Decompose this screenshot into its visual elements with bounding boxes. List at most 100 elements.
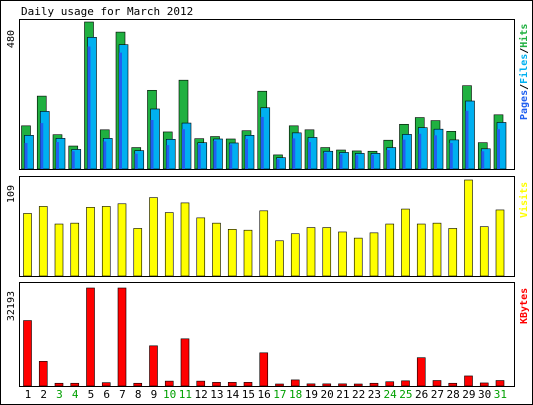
x-tick-label-11: 11 <box>179 388 192 401</box>
pages-bar-day-31 <box>497 129 500 169</box>
kbytes-bar-day-15 <box>243 382 253 387</box>
x-tick-label-8: 8 <box>135 388 142 401</box>
visits-bar-day-18 <box>290 233 300 277</box>
x-tick-label-14: 14 <box>226 388 240 401</box>
x-tick-label-12: 12 <box>195 388 208 401</box>
x-tick-label-1: 1 <box>25 388 32 401</box>
pages-bar-day-21 <box>339 154 343 169</box>
visits-bar-day-26 <box>416 223 426 277</box>
visits-bar-day-5 <box>86 207 95 277</box>
x-tick-label-20: 20 <box>321 388 334 401</box>
visits-bar-day-24 <box>385 223 395 277</box>
visits-bar-day-6 <box>101 206 111 277</box>
pages-bar-day-5 <box>87 46 91 169</box>
x-tick-label-18: 18 <box>289 388 302 401</box>
legend-separator: / <box>519 48 530 54</box>
pages-bar-day-20 <box>323 153 327 169</box>
kbytes-bar-day-5 <box>86 287 95 387</box>
pages-bar-day-2 <box>40 123 44 169</box>
kbytes-bar-day-29 <box>464 375 473 387</box>
legend-pages-files-hits: Pages/Files/Hits <box>518 24 530 120</box>
kbytes-bar-day-10 <box>164 380 174 387</box>
visits-bar-day-11 <box>180 202 190 277</box>
pages-bar-day-9 <box>150 120 154 169</box>
x-axis-tick-labels: 1 2 3 4 5 6 7 8 9 10 11 12 13 14 15 16 17 18 19 20 21 22 23 24 2… <box>25 388 507 401</box>
visits-bar-day-22 <box>353 237 363 277</box>
pages-bar-day-13 <box>213 140 217 169</box>
pages-bar-day-17 <box>276 159 280 169</box>
kbytes-bar-day-27 <box>432 380 442 387</box>
kbytes-bar-day-22 <box>353 383 363 387</box>
visits-bar-day-30 <box>479 226 489 277</box>
kbytes-bar-day-23 <box>369 382 379 387</box>
visits-bar-day-29 <box>464 179 473 277</box>
kbytes-bar-day-26 <box>416 357 426 387</box>
x-tick-label-19: 19 <box>305 388 318 401</box>
x-tick-label-31: 31 <box>494 388 507 401</box>
x-tick-label-13: 13 <box>210 388 223 401</box>
legend-separator: / <box>519 84 530 90</box>
x-tick-label-23: 23 <box>368 388 381 401</box>
kbytes-bar-day-21 <box>338 383 347 387</box>
y-max-label-2: 109 <box>6 185 17 203</box>
x-tick-label-17: 17 <box>273 388 286 401</box>
visits-bar-day-31 <box>495 209 505 277</box>
kbytes-bar-day-3 <box>54 382 64 387</box>
kbytes-bar-day-7 <box>117 287 127 387</box>
visits-bar-day-28 <box>448 228 458 277</box>
x-tick-label-7: 7 <box>119 388 126 401</box>
visits-bar-day-25 <box>401 208 410 277</box>
kbytes-bar-day-12 <box>196 380 206 387</box>
y-max-label-3: 32193 <box>6 291 17 321</box>
x-tick-label-5: 5 <box>88 388 95 401</box>
kbytes-bar-day-4 <box>70 382 80 387</box>
visits-bar-day-10 <box>164 212 174 277</box>
x-tick-label-4: 4 <box>72 388 79 401</box>
pages-bar-day-25 <box>402 139 406 169</box>
kbytes-bar-day-6 <box>101 382 111 387</box>
kbytes-bar-day-20 <box>322 383 332 387</box>
pages-bar-day-1 <box>24 142 28 169</box>
pages-bar-day-26 <box>418 133 422 169</box>
kbytes-bar-day-16 <box>259 352 269 387</box>
kbytes-bar-day-13 <box>212 382 221 387</box>
visits-bar-day-14 <box>227 229 237 277</box>
legend-kbytes: KBytes <box>519 288 530 324</box>
visits-bar-day-27 <box>432 222 442 277</box>
x-tick-label-27: 27 <box>431 388 444 401</box>
x-tick-label-15: 15 <box>242 388 255 401</box>
x-tick-label-25: 25 <box>399 388 412 401</box>
visits-bar-day-15 <box>243 229 253 277</box>
pages-bar-day-14 <box>229 144 233 169</box>
visits-bar-day-13 <box>212 222 221 277</box>
kbytes-bar-day-14 <box>227 382 237 387</box>
kbytes-bar-day-9 <box>149 345 158 387</box>
visits-bar-day-9 <box>149 197 158 277</box>
chart-title: Daily usage for March 2012 <box>21 5 193 18</box>
kbytes-bar-day-2 <box>38 361 48 387</box>
x-tick-label-6: 6 <box>103 388 110 401</box>
visits-bar-day-12 <box>196 217 206 277</box>
x-tick-label-30: 30 <box>478 388 491 401</box>
kbytes-bar-day-28 <box>448 382 458 387</box>
legend-entry-files: Files <box>518 54 530 84</box>
visits-bar-day-19 <box>306 227 316 277</box>
kbytes-bar-day-24 <box>385 381 395 387</box>
kbytes-bar-day-11 <box>180 338 190 387</box>
visits-bar-day-2 <box>38 206 48 277</box>
pages-bar-day-4 <box>71 151 75 169</box>
pages-bar-day-11 <box>182 129 185 169</box>
pages-bar-day-23 <box>371 154 374 169</box>
pages-bar-day-19 <box>308 142 311 169</box>
pages-bar-day-10 <box>166 145 170 169</box>
kbytes-bar-day-19 <box>306 383 316 387</box>
pages-bar-day-12 <box>197 144 201 169</box>
kbytes-bar-day-1 <box>23 320 32 387</box>
visits-bar-day-7 <box>117 203 127 277</box>
legend-entry-hits: Hits <box>518 24 530 48</box>
pages-bar-day-28 <box>449 142 453 169</box>
visits-bar-day-17 <box>275 240 284 277</box>
pages-bar-day-6 <box>103 141 107 169</box>
x-tick-label-9: 9 <box>151 388 158 401</box>
